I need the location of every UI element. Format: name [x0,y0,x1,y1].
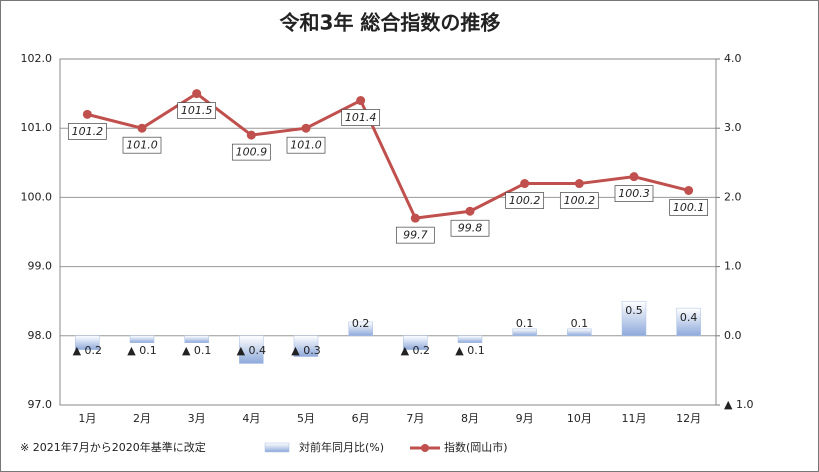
x-tick-label: 12月 [676,412,701,425]
value-box [67,123,107,140]
point [629,172,639,182]
bar-value-label: 0.1 [571,317,589,330]
point [137,123,147,133]
bar [567,328,592,337]
line-value-label: 101.4 [345,111,377,124]
bar [239,335,264,364]
line-value-label: 101.0 [126,139,158,152]
bar [293,335,319,357]
bar [75,335,100,350]
y2-tick-label: 1.0 [724,260,742,273]
y-tick-label: 102.0 [21,52,53,65]
point [574,179,584,189]
bar [348,321,373,337]
bar [184,335,209,343]
bar [621,300,647,337]
bar-value-label: 0.2 [352,317,370,330]
value-box [614,185,654,202]
y-tick-label: 101.0 [21,121,53,134]
line-value-label: 101.2 [72,125,104,138]
line-value-label: 101.0 [290,139,322,152]
line-value-label: 100.1 [673,201,705,214]
x-tick-label: 9月 [516,412,534,425]
x-tick-label: 1月 [78,412,96,425]
value-box [122,136,162,154]
bar [512,328,537,337]
line-value-label: 100.3 [618,187,650,200]
bar-value-label: ▲ 0.3 [291,344,320,357]
bar [457,335,483,343]
bar-value-label: 0.1 [516,317,534,330]
y-tick-label: 97.0 [28,398,53,411]
value-box [505,192,545,209]
point [465,206,475,216]
point [684,185,694,195]
value-box [669,199,709,216]
legend-label: 指数(岡山市) [444,440,508,454]
plot-border [59,58,717,406]
x-tick-label: 7月 [406,412,424,425]
value-box [395,226,435,244]
line-value-label: 101.5 [181,104,213,117]
value-box [559,192,599,209]
x-tick-label: 3月 [188,412,206,425]
bar-value-label: ▲ 0.1 [455,344,484,357]
y2-tick-label: 0.0 [724,329,742,342]
point [520,179,530,189]
y2-tick-label: 3.0 [724,121,742,134]
legend-swatch [264,442,290,453]
y2-tick-label: 2.0 [724,190,742,203]
x-tick-label: 5月 [297,412,315,425]
x-tick-label: 10月 [567,412,592,425]
y2-tick-label: ▲ 1.0 [724,398,753,411]
point [192,89,202,99]
bar-value-label: ▲ 0.2 [73,344,102,357]
value-box [177,102,217,119]
y-tick-label: 98.0 [28,329,53,342]
line [86,91,690,220]
y2-tick-label: 4.0 [724,52,742,65]
line-value-label: 100.2 [564,194,596,207]
point [410,213,420,223]
annotation: ※ 2021年7月から2020年基準に改定 [20,440,206,454]
legend-label: 対前年同月比(%) [299,440,384,454]
y-tick-label: 100.0 [21,190,53,203]
line-value-label: 99.8 [458,222,483,235]
value-box [341,109,381,126]
bar-value-label: ▲ 0.1 [127,344,156,357]
bar-value-label: 0.4 [680,311,698,324]
legend-marker [421,444,429,452]
value-box [231,143,271,161]
x-tick-label: 2月 [133,412,151,425]
bar-value-label: ▲ 0.1 [182,344,211,357]
x-tick-label: 6月 [352,412,370,425]
x-tick-label: 11月 [622,412,647,425]
x-tick-label: 8月 [461,412,479,425]
bar-value-label: ▲ 0.2 [401,344,430,357]
value-box [450,219,490,237]
bar [403,335,428,350]
bar [129,335,155,343]
point [82,109,92,119]
point [356,96,366,106]
x-tick-label: 4月 [242,412,260,425]
line-value-label: 100.2 [509,194,541,207]
bar [676,307,701,337]
line-value-label: 99.7 [403,229,428,242]
point [301,123,311,133]
bar-value-label: 0.5 [625,304,643,317]
bar-value-label: ▲ 0.4 [237,344,266,357]
y-tick-label: 99.0 [28,260,53,273]
line-value-label: 100.9 [236,146,268,159]
value-box [286,136,326,154]
point [246,130,256,140]
chart-title: 令和3年 総合指数の推移 [280,11,501,35]
